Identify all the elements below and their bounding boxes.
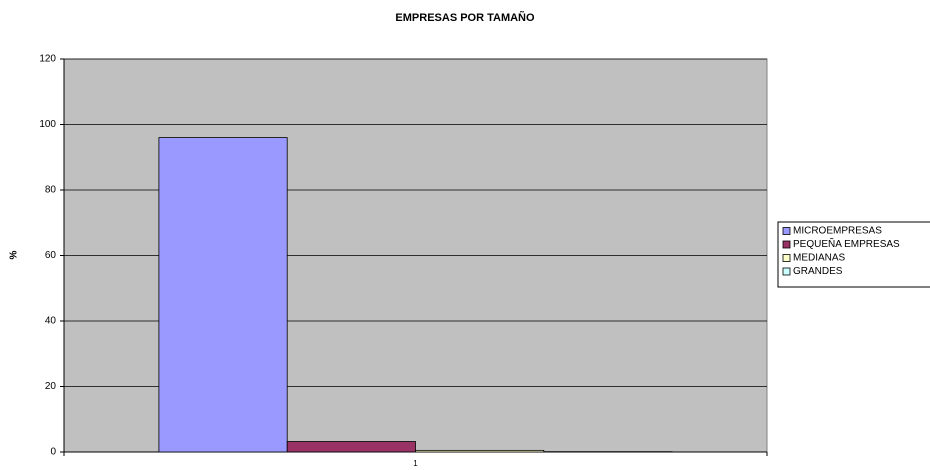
y-tick-label: 100 xyxy=(39,119,56,130)
y-tick-label: 120 xyxy=(39,54,56,65)
legend-label: MICROEMPRESAS xyxy=(793,226,882,237)
y-tick-label: 80 xyxy=(45,185,57,196)
legend-label: GRANDES xyxy=(793,266,843,277)
x-tick-label: 1 xyxy=(413,459,418,468)
bar xyxy=(286,441,416,453)
legend-box xyxy=(777,221,930,288)
legend-swatch xyxy=(782,240,791,249)
legend-swatch xyxy=(782,227,791,235)
legend-label: MEDIANAS xyxy=(793,253,846,264)
y-tick-label: 0 xyxy=(50,447,56,458)
bar xyxy=(415,449,545,453)
y-tick-label: 40 xyxy=(45,316,57,327)
legend-swatch xyxy=(782,254,791,262)
y-axis-label: % xyxy=(9,250,20,259)
bar xyxy=(158,137,288,453)
legend-swatch xyxy=(782,267,791,276)
legend-label: PEQUEÑA EMPRESAS xyxy=(793,237,900,250)
chart-title: EMPRESAS POR TAMAÑO xyxy=(395,11,535,24)
y-tick-label: 20 xyxy=(45,381,57,392)
y-tick-label: 60 xyxy=(45,250,57,261)
